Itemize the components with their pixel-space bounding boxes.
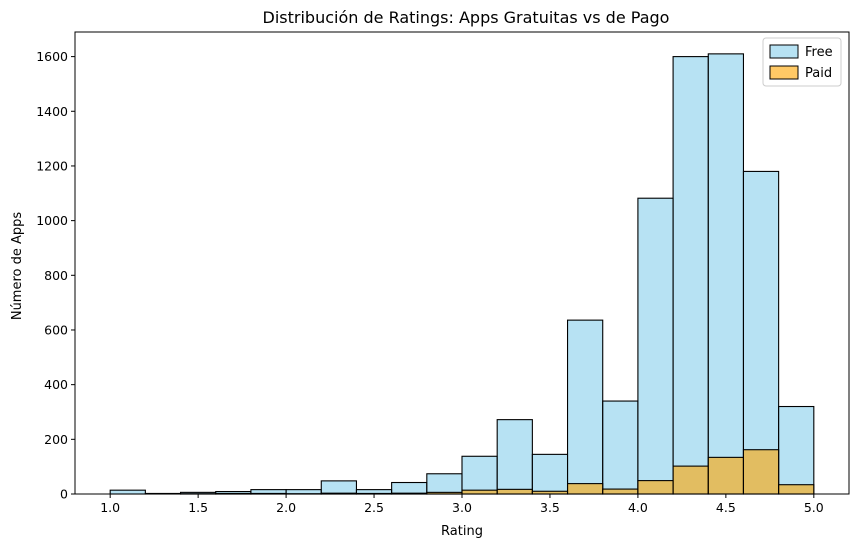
free-series-bars xyxy=(109,53,815,495)
free-bar-17 xyxy=(707,53,745,495)
legend-label-free: Free xyxy=(805,45,833,60)
x-tick-label-2: 2.0 xyxy=(276,500,296,515)
free-bar-14 xyxy=(602,400,639,495)
paid-bar-15 xyxy=(637,480,674,495)
free-bar-11 xyxy=(496,419,533,495)
y-axis-label: Número de Apps xyxy=(10,212,25,321)
paid-bar-10 xyxy=(461,489,498,495)
free-bar-12 xyxy=(531,453,569,495)
paid-bar-18 xyxy=(742,449,780,495)
y-tick-label-4: 800 xyxy=(44,268,68,283)
paid-bar-11 xyxy=(496,488,533,495)
free-bar-13 xyxy=(566,319,604,495)
paid-bar-13 xyxy=(566,483,604,495)
y-tick-label-8: 1600 xyxy=(36,49,68,64)
legend-label-paid: Paid xyxy=(805,66,832,81)
free-bar-6 xyxy=(320,480,358,495)
chart-title: Distribución de Ratings: Apps Gratuitas … xyxy=(263,8,670,27)
free-bar-10 xyxy=(461,455,498,495)
y-tick-label-1: 200 xyxy=(44,432,68,447)
y-tick-label-0: 0 xyxy=(60,487,68,502)
y-tick-label-6: 1200 xyxy=(36,158,68,173)
x-tick-label-4: 3.0 xyxy=(452,500,472,515)
paid-bar-17 xyxy=(707,456,745,495)
free-bar-9 xyxy=(426,473,463,495)
free-bar-19 xyxy=(778,405,815,495)
y-axis-ticks: 0 200 400 600 800 1000 1200 1400 1600 xyxy=(36,49,75,502)
x-tick-label-7: 4.5 xyxy=(716,500,736,515)
y-tick-label-3: 600 xyxy=(44,322,68,337)
x-tick-label-6: 4.0 xyxy=(628,500,648,515)
paid-bar-16 xyxy=(672,465,709,495)
legend-swatch-free xyxy=(769,44,799,59)
y-tick-label-7: 1400 xyxy=(36,104,68,119)
paid-bar-14 xyxy=(602,488,639,495)
x-axis-ticks: 1.0 1.5 2.0 2.5 3.0 3.5 4.0 4.5 5.0 xyxy=(100,494,824,515)
x-axis-label: Rating xyxy=(441,524,483,539)
free-bar-16 xyxy=(672,56,709,495)
paid-bar-19 xyxy=(778,484,815,495)
legend: Free Paid xyxy=(762,37,842,87)
x-tick-label-8: 5.0 xyxy=(804,500,824,515)
free-bar-18 xyxy=(742,170,780,495)
free-bar-8 xyxy=(391,481,428,495)
x-tick-label-1: 1.5 xyxy=(188,500,208,515)
x-tick-label-0: 1.0 xyxy=(100,500,120,515)
y-tick-label-5: 1000 xyxy=(36,213,68,228)
x-tick-label-3: 2.5 xyxy=(364,500,384,515)
free-bar-15 xyxy=(637,197,674,495)
legend-swatch-paid xyxy=(769,65,799,80)
free-bar-0 xyxy=(109,489,146,495)
y-tick-label-2: 400 xyxy=(44,377,68,392)
x-tick-label-5: 3.5 xyxy=(540,500,560,515)
